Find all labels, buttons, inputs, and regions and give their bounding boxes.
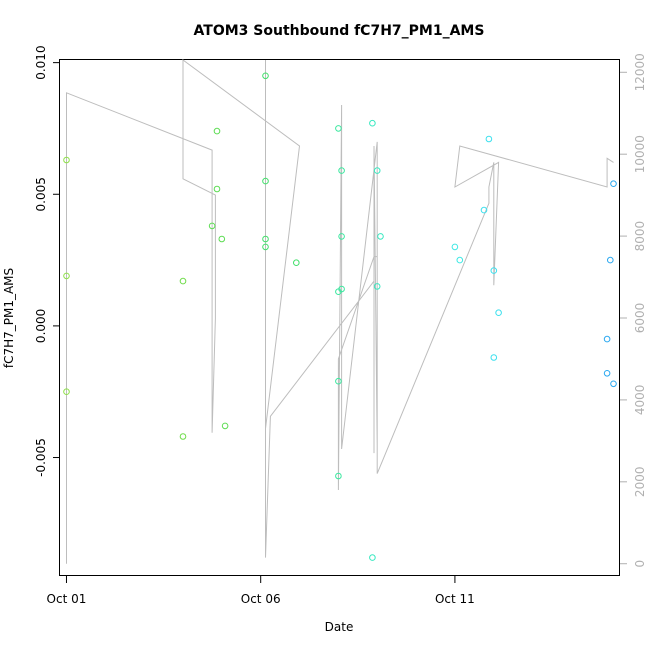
- data-point: [495, 309, 502, 317]
- data-point: [213, 127, 221, 135]
- y2-tick-label: 4000: [633, 385, 647, 416]
- data-point: [610, 180, 617, 187]
- data-point: [63, 156, 70, 164]
- points-layer: [63, 72, 617, 561]
- x-axis-label: Date: [325, 620, 354, 634]
- altitude-trace-line: [66, 59, 614, 564]
- data-point: [262, 243, 269, 251]
- y-tick-label: 0.010: [34, 45, 48, 79]
- data-point: [603, 370, 611, 377]
- y-axis-label: fC7H7_PM1_AMS: [2, 268, 16, 368]
- data-point: [338, 233, 345, 240]
- data-point: [490, 267, 498, 274]
- y2-tick-label: 6000: [633, 303, 647, 334]
- data-point: [369, 119, 376, 127]
- data-point: [610, 380, 617, 388]
- data-point: [335, 125, 342, 132]
- data-point: [456, 256, 464, 264]
- x-tick-label: Oct 01: [47, 592, 87, 606]
- y2-tick-label: 10000: [633, 135, 647, 173]
- data-point: [335, 377, 342, 385]
- x-tick-label: Oct 11: [435, 592, 475, 606]
- data-point: [63, 388, 70, 396]
- data-point: [179, 277, 187, 285]
- data-point: [338, 167, 345, 174]
- data-point: [338, 285, 345, 293]
- altitude-trace-layer: [66, 59, 614, 564]
- data-point: [213, 185, 221, 193]
- data-point: [377, 233, 384, 240]
- data-point: [262, 72, 269, 80]
- secondary-y-axis: 0 2000 4000 6000 8000 10000 12000: [620, 53, 647, 568]
- y-tick-label: 0.005: [34, 177, 48, 211]
- y2-tick-label: 12000: [633, 53, 647, 91]
- data-point: [373, 167, 381, 174]
- data-point: [262, 235, 269, 243]
- y-tick-label: -0.005: [34, 438, 48, 477]
- data-point: [63, 272, 70, 280]
- y-axis: -0.005 0.000 0.005 0.010: [34, 45, 60, 477]
- data-point: [607, 256, 614, 264]
- data-point: [485, 135, 493, 143]
- y2-tick-label: 0: [633, 560, 647, 568]
- x-axis: Oct 01 Oct 06 Oct 11: [47, 576, 475, 606]
- y-tick-label: 0.000: [34, 309, 48, 343]
- data-point: [603, 335, 611, 343]
- x-tick-label: Oct 06: [241, 592, 281, 606]
- data-point: [373, 283, 381, 290]
- data-point: [480, 206, 488, 214]
- chart-title: ATOM3 Southbound fC7H7_PM1_AMS: [194, 23, 485, 39]
- data-point: [179, 433, 187, 440]
- plot-frame: [59, 59, 620, 576]
- data-point: [221, 422, 229, 430]
- data-point: [490, 354, 498, 361]
- y2-tick-label: 8000: [633, 221, 647, 252]
- data-point: [262, 177, 269, 185]
- data-point: [369, 554, 376, 561]
- y2-tick-label: 2000: [633, 467, 647, 498]
- data-point: [335, 472, 342, 480]
- data-point: [218, 235, 226, 243]
- data-point: [293, 259, 300, 267]
- data-point: [451, 243, 459, 251]
- data-point: [208, 222, 216, 230]
